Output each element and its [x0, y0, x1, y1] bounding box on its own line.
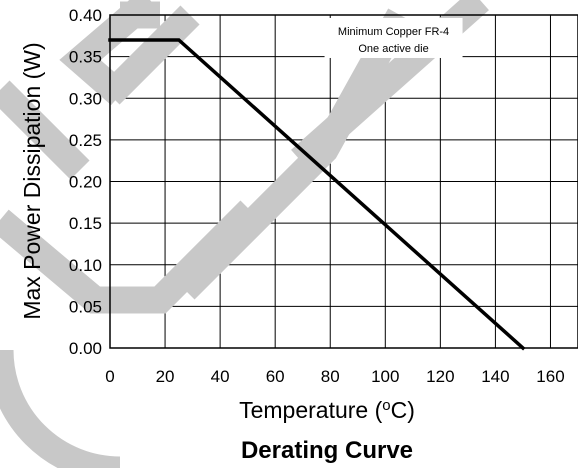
y-tick-label: 0.05	[69, 297, 102, 316]
x-axis-label-superscript: o	[382, 397, 390, 414]
annotation-layer: Minimum Copper FR-4 One active die	[324, 17, 463, 58]
x-axis-label: Temperature (oC)	[239, 397, 415, 423]
axis-layer	[109, 14, 578, 349]
x-tick-label: 80	[321, 367, 340, 386]
y-tick-label: 0.35	[69, 48, 102, 67]
series-layer	[108, 38, 526, 351]
x-tick-labels: 0 20 40 60 80 100 120 140 160	[105, 367, 564, 386]
x-tick-label: 60	[266, 367, 285, 386]
y-tick-label: 0.25	[69, 131, 102, 150]
y-tick-label: 0.15	[69, 214, 102, 233]
y-tick-label: 0.30	[69, 89, 102, 108]
y-tick-label: 0.20	[69, 173, 102, 192]
watermark-arc	[0, 349, 121, 468]
x-tick-label: 160	[536, 367, 564, 386]
x-axis-label-main: Temperature (	[239, 397, 383, 423]
chart-title: Derating Curve	[241, 437, 413, 464]
y-tick-label: 0.00	[69, 339, 102, 358]
watermark-stroke-b	[0, 80, 90, 180]
y-tick-labels: 0.00 0.05 0.10 0.15 0.20 0.25 0.30 0.35 0.40	[69, 6, 102, 358]
watermark-stroke-e	[59, 0, 159, 106]
y-tick-label: 0.10	[69, 256, 102, 275]
y-axis-label: Max Power Dissipation (W)	[19, 42, 45, 319]
y-tick-label: 0.40	[69, 6, 102, 25]
series-line	[108, 38, 526, 351]
x-tick-label: 0	[105, 367, 114, 386]
annotation-line-1: Minimum Copper FR-4	[338, 26, 449, 38]
plot-frame	[109, 14, 578, 349]
annotation-line-2: One active die	[358, 43, 428, 55]
x-tick-label: 40	[211, 367, 230, 386]
x-tick-label: 20	[156, 367, 175, 386]
x-tick-label: 120	[426, 367, 454, 386]
annotation-box	[324, 17, 463, 58]
x-tick-label: 140	[481, 367, 509, 386]
x-tick-label: 100	[371, 367, 399, 386]
x-axis-label-tail: C)	[391, 397, 415, 423]
